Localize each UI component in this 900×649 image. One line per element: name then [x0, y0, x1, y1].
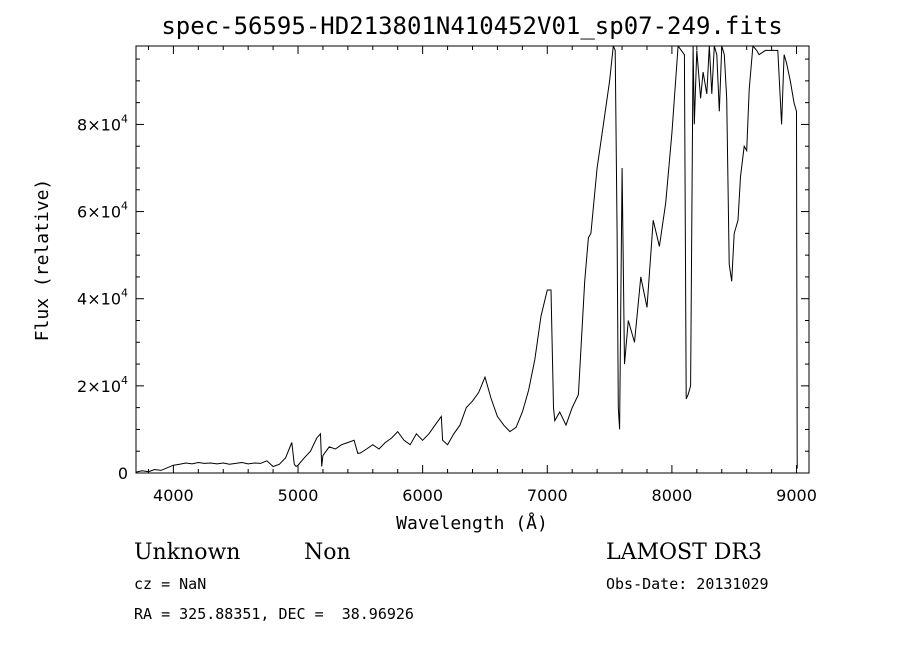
- chart-title: spec-56595-HD213801N410452V01_sp07-249.f…: [161, 12, 782, 40]
- y-tick-label: 4×104: [77, 287, 128, 309]
- x-tick-label: 4000: [153, 486, 194, 505]
- coordinates-text: RA = 325.88351, DEC = 38.96926: [134, 605, 414, 623]
- x-axis-ticks: 4000 5000 6000 7000 8000 9000: [147, 46, 817, 505]
- y-axis-ticks: 0 2×104 4×104 6×104 8×104: [77, 58, 809, 483]
- object-class-text: Unknown: [134, 540, 240, 565]
- x-axis-label: Wavelength (Å): [396, 512, 548, 534]
- x-tick-label: 9000: [776, 486, 817, 505]
- y-tick-label: 2×104: [77, 374, 128, 396]
- y-axis-label: Flux (relative): [32, 179, 53, 342]
- y-tick-label: 0: [118, 464, 128, 483]
- spectrum-series-line: [136, 46, 798, 473]
- redshift-text: cz = NaN: [134, 575, 206, 593]
- survey-name-text: LAMOST DR3: [606, 540, 762, 565]
- x-tick-label: 8000: [652, 486, 693, 505]
- object-subclass-text: Non: [304, 540, 351, 565]
- obs-date-text: Obs-Date: 20131029: [606, 575, 769, 593]
- plot-frame: [135, 45, 810, 474]
- x-tick-label: 6000: [402, 486, 443, 505]
- y-tick-label: 8×104: [77, 112, 128, 134]
- y-tick-label: 6×104: [77, 200, 128, 222]
- x-tick-label: 5000: [278, 486, 319, 505]
- x-tick-label: 7000: [527, 486, 568, 505]
